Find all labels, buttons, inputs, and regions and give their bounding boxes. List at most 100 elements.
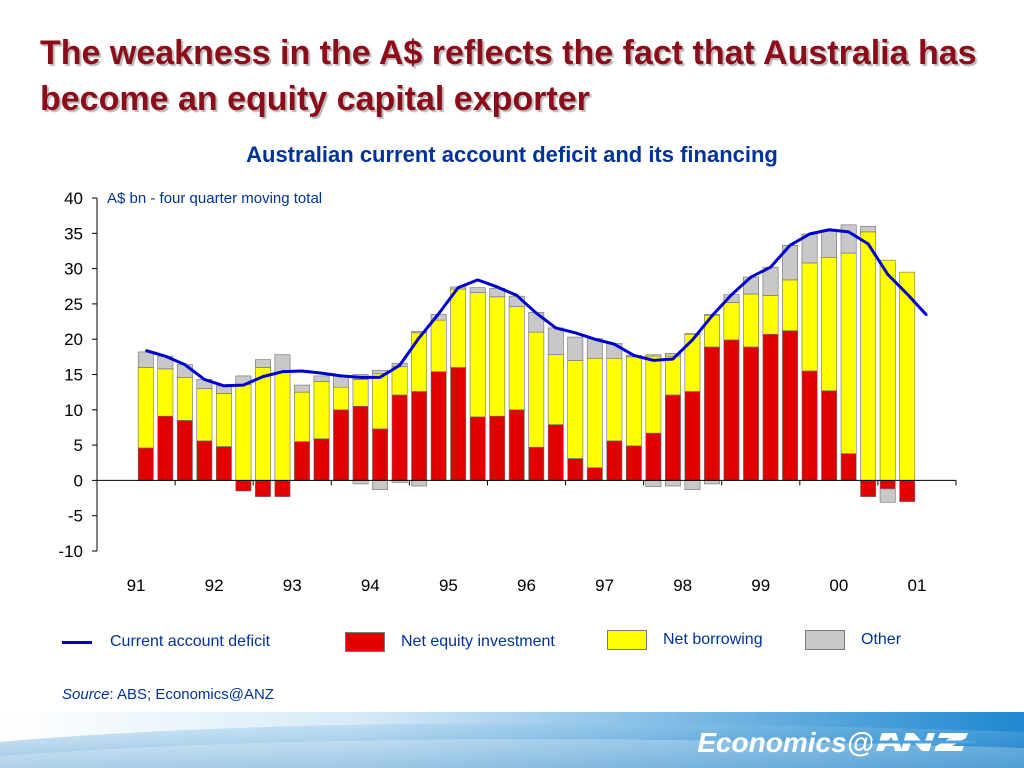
legend-label-current-account: Current account deficit (110, 633, 271, 650)
bar-other (860, 225, 877, 233)
bar-net-borrowing (176, 377, 193, 421)
bar-other (137, 351, 154, 368)
x-tick-label: 97 (595, 576, 614, 595)
legend-swatch-other (805, 630, 845, 650)
point-current-account-deficit (847, 231, 850, 233)
point-current-account-deficit (535, 312, 538, 314)
bar-net-equity-investment (157, 415, 174, 481)
bar-net-borrowing (430, 319, 447, 372)
y-tick-label: 25 (64, 295, 83, 314)
bar-net-borrowing (137, 367, 154, 449)
point-current-account-deficit (164, 355, 167, 357)
legend-item-borrowing: Net borrowing (607, 630, 763, 650)
bar-net-equity-investment (723, 339, 740, 481)
point-current-account-deficit (652, 359, 655, 362)
bar-net-borrowing (723, 302, 740, 341)
point-current-account-deficit (613, 343, 616, 345)
bar-net-borrowing (274, 372, 291, 481)
point-current-account-deficit (789, 244, 791, 247)
point-current-account-deficit (437, 312, 440, 315)
bar-net-borrowing (372, 373, 389, 430)
bar-net-borrowing (313, 381, 330, 440)
bar-net-equity-investment (762, 333, 779, 481)
bar-net-borrowing (469, 292, 486, 418)
legend-label-borrowing: Net borrowing (663, 631, 763, 648)
bar-net-equity-investment (372, 428, 389, 481)
bar-other-negative (352, 480, 369, 485)
bar-other (294, 384, 310, 393)
bar-other (821, 230, 838, 258)
bar-net-equity-investment (665, 394, 681, 481)
y-tick-label: 0 (74, 471, 83, 490)
bar-other-negative (704, 480, 720, 485)
bar-other (567, 336, 584, 361)
y-tick-label: 10 (64, 401, 83, 420)
x-tick-label: 00 (829, 576, 848, 595)
point-current-account-deficit (301, 370, 303, 372)
bar-net-equity-investment (274, 480, 291, 497)
point-current-account-deficit (262, 375, 264, 378)
bar-net-equity-investment (586, 467, 603, 481)
bar-net-borrowing (625, 356, 642, 447)
bar-net-equity-investment (684, 391, 701, 481)
bar-net-borrowing (762, 295, 779, 335)
bar-net-equity-investment (176, 420, 193, 481)
point-current-account-deficit (808, 233, 811, 235)
point-current-account-deficit (594, 338, 596, 340)
point-current-account-deficit (320, 372, 323, 374)
point-current-account-deficit (242, 384, 245, 386)
point-current-account-deficit (379, 376, 381, 379)
point-current-account-deficit (633, 354, 635, 357)
bar-net-borrowing (547, 354, 564, 425)
legend-item-equity: Net equity investment (345, 632, 555, 652)
chart-title: Australian current account deficit and i… (246, 142, 778, 167)
bar-net-borrowing (215, 393, 232, 447)
bar-net-borrowing (782, 279, 798, 332)
bar-net-borrowing (840, 252, 857, 454)
source-label: Source (62, 686, 110, 703)
bar-other (547, 327, 564, 356)
point-current-account-deficit (672, 358, 674, 360)
bar-net-borrowing (450, 288, 467, 368)
bar-net-equity-investment (821, 390, 838, 481)
legend-swatch-borrowing (607, 630, 647, 650)
legend-item-current-account: Current account deficit (62, 633, 270, 651)
point-current-account-deficit (223, 385, 225, 387)
x-tick-label: 98 (673, 576, 692, 595)
bar-net-equity-investment (294, 441, 310, 481)
point-current-account-deficit (496, 286, 499, 288)
x-tick-label: 91 (127, 576, 146, 595)
bar-net-borrowing (294, 391, 310, 442)
bar-other (840, 224, 857, 254)
bar-other (255, 359, 271, 368)
bar-net-equity-investment (743, 346, 759, 481)
bar-net-borrowing (196, 388, 213, 442)
footer-brand: Economics@ (697, 727, 874, 758)
point-current-account-deficit (574, 332, 577, 334)
bar-net-equity-investment (450, 367, 467, 481)
point-current-account-deficit (867, 243, 869, 245)
point-current-account-deficit (398, 364, 401, 367)
point-current-account-deficit (769, 266, 772, 268)
bar-net-borrowing (333, 386, 349, 411)
bar-other (684, 333, 701, 335)
bar-net-equity-investment (625, 445, 642, 481)
legend-swatch-equity (345, 632, 385, 652)
x-tick-label: 01 (907, 576, 926, 595)
bar-net-equity-investment (411, 391, 428, 481)
bar-net-equity-investment (567, 458, 584, 481)
bar-net-borrowing (489, 296, 506, 417)
bar-other (176, 364, 193, 378)
legend-label-equity: Net equity investment (401, 633, 555, 650)
bar-net-equity-investment (137, 447, 154, 481)
y-tick-label: -10 (58, 542, 83, 561)
point-current-account-deficit (476, 279, 479, 281)
bar-net-equity-investment (879, 480, 896, 490)
point-current-account-deficit (750, 276, 752, 278)
bar-net-borrowing (255, 367, 271, 481)
legend-item-other: Other (805, 630, 901, 650)
bar-net-borrowing (235, 384, 252, 481)
bar-net-equity-investment (528, 446, 545, 481)
bar-net-borrowing (704, 314, 720, 348)
point-current-account-deficit (691, 339, 694, 341)
